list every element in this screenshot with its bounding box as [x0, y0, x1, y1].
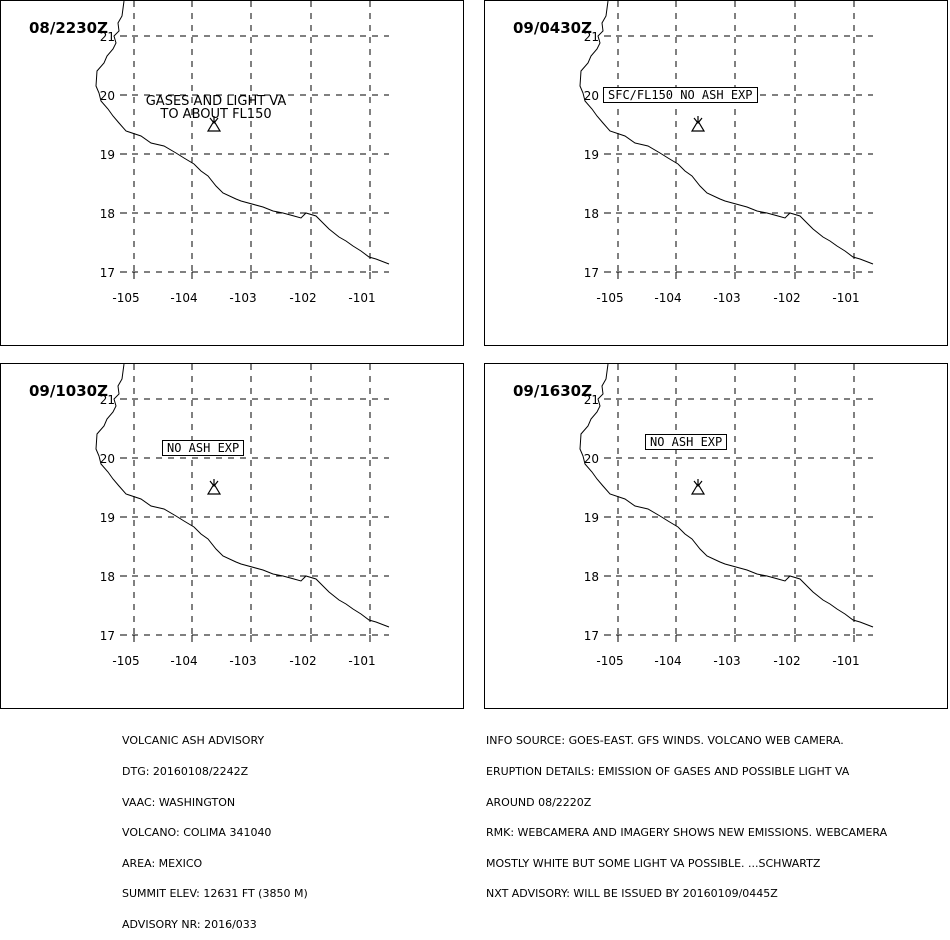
- lat-tick-label: 21: [100, 30, 115, 44]
- map-graphic: 21 20 19 18 17 -105 -104 -103 -102 -101: [579, 364, 874, 668]
- lat-tick-label: 21: [100, 393, 115, 407]
- lat-tick-label: 20: [584, 452, 599, 466]
- lon-tick-label: -105: [112, 654, 139, 668]
- advisory-line: VAAC: WASHINGTON: [122, 795, 236, 809]
- lat-tick-label: 19: [100, 511, 115, 525]
- info-line: ERUPTION DETAILS: EMISSION OF GASES AND …: [486, 765, 850, 779]
- lat-tick-label: 19: [584, 511, 599, 525]
- lat-tick-label: 17: [584, 629, 599, 643]
- lon-tick-label: -103: [713, 291, 740, 305]
- info-line: INFO SOURCE: GOES-EAST. GFS WINDS. VOLCA…: [486, 734, 844, 748]
- info-line: AROUND 08/2220Z: [486, 795, 592, 809]
- lat-tick-label: 18: [584, 570, 599, 584]
- lon-tick-label: -101: [348, 291, 375, 305]
- lon-tick-label: -102: [289, 291, 316, 305]
- info-line: MOSTLY WHITE BUT SOME LIGHT VA POSSIBLE.…: [486, 856, 821, 870]
- volcano-icon: [690, 116, 706, 132]
- lat-tick-label: 17: [100, 266, 115, 280]
- map-panel-1: 21 20 19 18 17 -105 -104 -103 -102 -101 08/2230Z …: [0, 0, 464, 346]
- lat-tick-label: 17: [584, 266, 599, 280]
- lat-tick-label: 21: [584, 393, 599, 407]
- ash-label: NO ASH EXP: [645, 434, 728, 450]
- lat-tick-label: 21: [584, 30, 599, 44]
- lon-tick-label: -102: [289, 654, 316, 668]
- ash-label: GASES AND LIGHT VA TO ABOUT FL150: [145, 94, 287, 122]
- lon-tick-label: -101: [832, 291, 859, 305]
- map-graphic: 21 20 19 18 17 -105 -104 -103 -102 -101: [95, 364, 390, 668]
- lon-tick-label: -101: [832, 654, 859, 668]
- map-graphic: 21 20 19 18 17 -105 -104 -103 -102 -101: [579, 1, 874, 305]
- panel-time: 09/1030Z: [29, 382, 108, 400]
- info-line: NXT ADVISORY: WILL BE ISSUED BY 20160109…: [486, 887, 778, 901]
- advisory-info-block: INFO SOURCE: GOES-EAST. GFS WINDS. VOLCA…: [486, 716, 887, 910]
- advisory-header-block: VOLCANIC ASH ADVISORY DTG: 20160108/2242…: [122, 716, 308, 940]
- advisory-line: ADVISORY NR: 2016/033: [122, 918, 257, 932]
- lon-tick-label: -103: [229, 654, 256, 668]
- lat-tick-label: 17: [100, 629, 115, 643]
- coastline: [95, 1, 390, 265]
- panel-time: 09/1630Z: [513, 382, 592, 400]
- volcano-icon: [690, 479, 706, 495]
- lat-tick-label: 18: [100, 570, 115, 584]
- lat-tick-label: 18: [584, 207, 599, 221]
- lat-tick-label: 18: [100, 207, 115, 221]
- ash-label: NO ASH EXP: [162, 440, 245, 456]
- volcano-icon: [206, 116, 222, 132]
- coastline: [95, 364, 390, 628]
- volcano-icon: [206, 479, 222, 495]
- advisory-line: VOLCANIC ASH ADVISORY: [122, 734, 265, 748]
- lon-tick-label: -102: [773, 291, 800, 305]
- lon-tick-label: -104: [170, 654, 197, 668]
- panel-time: 09/0430Z: [513, 19, 592, 37]
- lon-tick-label: -103: [229, 291, 256, 305]
- advisory-line: DTG: 20160108/2242Z: [122, 765, 249, 779]
- map-panel-4: 21 20 19 18 17 -105 -104 -103 -102 -101 09/1630Z …: [484, 363, 948, 709]
- lon-tick-label: -105: [596, 291, 623, 305]
- map-panel-2: 21 20 19 18 17 -105 -104 -103 -102 -101 09/0430Z …: [484, 0, 948, 346]
- lat-tick-label: 20: [100, 452, 115, 466]
- lon-tick-label: -101: [348, 654, 375, 668]
- lat-tick-label: 20: [100, 89, 115, 103]
- panel-time: 08/2230Z: [29, 19, 108, 37]
- advisory-line: VOLCANO: COLIMA 341040: [122, 826, 272, 840]
- coastline: [579, 1, 874, 265]
- lat-tick-label: 19: [100, 148, 115, 162]
- lon-tick-label: -104: [654, 291, 681, 305]
- map-panel-3: 21 20 19 18 17 -105 -104 -103 -102 -101 09/1030Z …: [0, 363, 464, 709]
- lon-tick-label: -102: [773, 654, 800, 668]
- lon-tick-label: -105: [112, 291, 139, 305]
- map-graphic: 21 20 19 18 17 -105 -104 -103 -102 -101: [95, 1, 390, 305]
- coastline: [579, 364, 874, 628]
- advisory-line: SUMMIT ELEV: 12631 FT (3850 M): [122, 887, 308, 901]
- ash-label: SFC/FL150 NO ASH EXP: [603, 87, 758, 103]
- lon-tick-label: -103: [713, 654, 740, 668]
- advisory-line: AREA: MEXICO: [122, 856, 203, 870]
- lon-tick-label: -104: [654, 654, 681, 668]
- lon-tick-label: -104: [170, 291, 197, 305]
- lat-tick-label: 19: [584, 148, 599, 162]
- info-line: RMK: WEBCAMERA AND IMAGERY SHOWS NEW EMI…: [486, 826, 888, 840]
- lat-tick-label: 20: [584, 89, 599, 103]
- lon-tick-label: -105: [596, 654, 623, 668]
